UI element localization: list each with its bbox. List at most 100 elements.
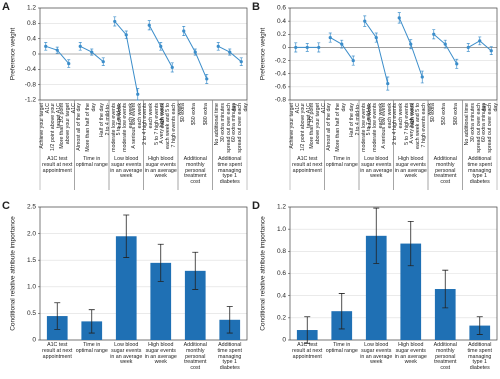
level-label: More than half of the day	[84, 103, 97, 152]
attribute-label: Additional time spent managing type 1 di…	[467, 156, 492, 186]
level-label: More than half of the day	[334, 103, 347, 152]
y-axis-label: Preference weight	[10, 28, 17, 81]
level-label: $0 extra	[179, 103, 186, 123]
y-tick-label: 0.2	[277, 31, 286, 38]
y-tick-label: 1.5	[27, 257, 36, 264]
plot-frame	[39, 206, 248, 341]
attribute-label: A1C test result at next appointment	[292, 156, 323, 174]
point	[170, 65, 174, 70]
x-tick-label: Low blood sugar events in an average wee…	[110, 342, 143, 366]
error-bar	[192, 251, 199, 290]
point	[193, 50, 197, 54]
plot-frame	[289, 206, 498, 341]
y-tick-label: 0.4	[277, 18, 286, 25]
error-bar	[442, 269, 449, 309]
y-tick-label: 2.5	[27, 204, 36, 211]
series-line	[364, 20, 389, 84]
point	[455, 62, 459, 66]
y-tick-label: -1.2	[25, 97, 37, 104]
x-tick-label: Additional monthly personal treatment co…	[183, 342, 207, 372]
point	[374, 35, 378, 40]
attribute-label: High blood sugar events in an average we…	[144, 156, 177, 180]
y-tick-label: -0.8	[275, 97, 287, 104]
attribute-label: Time in optimal range	[75, 156, 108, 168]
level-label: A very high event each week and 5 to 7 h…	[409, 103, 434, 149]
x-tick-label: Low blood sugar events in an average wee…	[360, 342, 393, 366]
attribute-label: Low blood sugar events in an average wee…	[360, 156, 393, 180]
y-tick-label: -0.2	[275, 57, 287, 64]
error-bar	[54, 302, 61, 330]
point	[386, 81, 390, 86]
y-tick-label: 0.6	[277, 5, 286, 12]
error-bar	[476, 316, 483, 335]
y-tick-label: 0	[32, 51, 36, 58]
x-tick-label: Additional monthly personal treatment co…	[433, 342, 457, 372]
level-label: A very high event each week and 5 to 7 h…	[159, 103, 184, 149]
attribute-label: Additional monthly personal treatment co…	[183, 156, 207, 186]
error-bar	[226, 306, 233, 334]
point	[397, 16, 401, 20]
error-bar	[88, 309, 95, 334]
point	[305, 45, 309, 50]
y-tick-label: 1.2	[277, 204, 286, 211]
level-label: $80 extra	[202, 103, 209, 126]
x-tick-label: High blood sugar events in an average we…	[144, 342, 177, 366]
panel-letter: A	[2, 1, 10, 13]
level-label: $50 extra	[191, 103, 198, 126]
point	[489, 49, 493, 53]
attribute-label: Low blood sugar events in an average wee…	[110, 156, 143, 180]
level-label: More than 1/2 point above your target A1…	[59, 103, 77, 149]
error-bar	[407, 221, 414, 267]
attribute-label: Time in optimal range	[325, 156, 358, 168]
point	[216, 44, 220, 48]
point	[363, 19, 367, 23]
point	[67, 61, 71, 66]
point	[124, 33, 128, 37]
x-tick-label: Time in optimal range	[325, 342, 358, 354]
point	[182, 29, 186, 33]
point	[101, 60, 105, 64]
error-bar	[123, 214, 130, 258]
level-label: $0 extra	[429, 103, 436, 123]
point	[136, 92, 140, 96]
x-tick-label: High blood sugar events in an average we…	[394, 342, 427, 366]
point	[432, 32, 436, 36]
level-label: $50 extra	[441, 103, 448, 126]
y-tick-label: -0.6	[275, 84, 287, 91]
point	[239, 60, 243, 64]
y-tick-label: 0.4	[277, 292, 286, 299]
point	[294, 45, 298, 50]
level-label: 60 extra minutes spread out over each da…	[231, 103, 250, 153]
y-axis-label: Conditional relative attribute importanc…	[260, 216, 267, 331]
panel-letter: B	[252, 1, 260, 13]
attribute-label: Additional monthly personal treatment co…	[433, 156, 457, 186]
x-tick-label: Additional time spent managing type 1 di…	[217, 342, 242, 372]
bar	[400, 243, 422, 340]
point	[443, 42, 447, 46]
panel-letter: D	[252, 200, 260, 212]
point	[478, 39, 482, 43]
point	[328, 35, 332, 40]
y-tick-label: 1.0	[27, 284, 36, 291]
bar	[115, 236, 137, 340]
level-label: 60 extra minutes spread out over each da…	[481, 103, 500, 153]
y-tick-label: -0.4	[25, 66, 37, 73]
point	[205, 77, 209, 81]
error-bar	[338, 293, 345, 330]
x-tick-label: A1C test result at next appointment	[292, 342, 323, 360]
point	[340, 42, 344, 46]
y-tick-label: 2.0	[27, 230, 36, 237]
y-tick-label: 0.8	[277, 248, 286, 255]
bar	[184, 270, 206, 340]
series-line	[433, 33, 458, 65]
x-tick-label: A1C test result at next appointment	[42, 342, 73, 360]
panel-letter: C	[2, 200, 10, 212]
attribute-label: A1C test result at next appointment	[42, 156, 73, 174]
point	[55, 48, 59, 52]
y-axis-label: Preference weight	[260, 28, 267, 81]
point	[90, 50, 94, 54]
y-tick-label: 0	[282, 337, 286, 344]
y-tick-label: 0.8	[27, 20, 36, 27]
bar	[434, 289, 456, 340]
y-tick-label: -0.8	[25, 81, 37, 88]
